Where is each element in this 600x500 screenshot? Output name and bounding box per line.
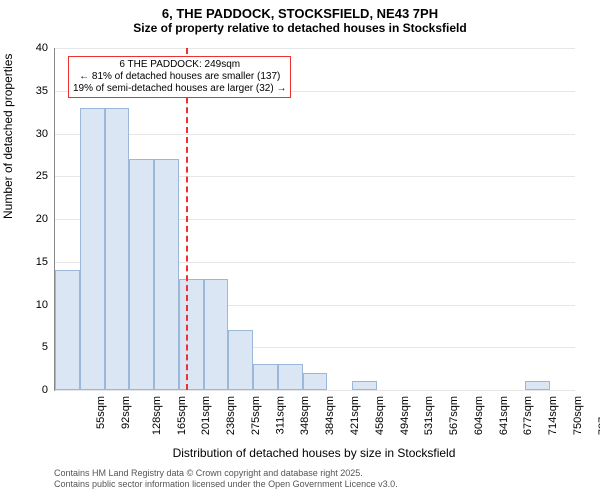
histogram-bar <box>253 364 278 390</box>
x-tick-label: 714sqm <box>547 396 559 435</box>
histogram-bar <box>55 270 80 390</box>
y-tick-label: 40 <box>0 42 48 54</box>
chart-subtitle: Size of property relative to detached ho… <box>0 21 600 35</box>
y-tick-label: 20 <box>0 213 48 225</box>
x-tick-label: 641sqm <box>498 396 510 435</box>
y-tick-label: 0 <box>0 384 48 396</box>
annotation-box: 6 THE PADDOCK: 249sqm← 81% of detached h… <box>68 56 291 98</box>
histogram-bar <box>303 373 328 390</box>
grid-line <box>55 134 575 135</box>
x-tick-label: 348sqm <box>300 396 312 435</box>
histogram-bar <box>352 381 377 390</box>
y-tick-label: 15 <box>0 256 48 268</box>
x-tick-label: 275sqm <box>250 396 262 435</box>
x-tick-label: 92sqm <box>120 396 132 429</box>
histogram-bar <box>228 330 253 390</box>
x-tick-label: 677sqm <box>522 396 534 435</box>
x-tick-label: 567sqm <box>448 396 460 435</box>
x-tick-label: 750sqm <box>572 396 584 435</box>
y-tick-label: 5 <box>0 341 48 353</box>
histogram-bar <box>179 279 204 390</box>
x-tick-label: 421sqm <box>349 396 361 435</box>
credits-line-1: Contains HM Land Registry data © Crown c… <box>54 468 398 479</box>
chart-title: 6, THE PADDOCK, STOCKSFIELD, NE43 7PH <box>0 0 600 21</box>
histogram-bar <box>105 108 130 390</box>
x-tick-label: 238sqm <box>225 396 237 435</box>
chart-container: 6, THE PADDOCK, STOCKSFIELD, NE43 7PH Si… <box>0 0 600 500</box>
x-tick-label: 128sqm <box>151 396 163 435</box>
x-tick-label: 531sqm <box>423 396 435 435</box>
x-tick-label: 165sqm <box>176 396 188 435</box>
x-tick-label: 494sqm <box>399 396 411 435</box>
annotation-line-a: ← 81% of detached houses are smaller (13… <box>73 71 286 83</box>
histogram-bar <box>129 159 154 390</box>
annotation-title: 6 THE PADDOCK: 249sqm <box>73 59 286 71</box>
y-tick-label: 25 <box>0 170 48 182</box>
histogram-bar <box>278 364 303 390</box>
credits: Contains HM Land Registry data © Crown c… <box>54 468 398 490</box>
y-tick-label: 35 <box>0 85 48 97</box>
grid-line <box>55 390 575 391</box>
histogram-bar <box>525 381 550 390</box>
annotation-line-b: 19% of semi-detached houses are larger (… <box>73 83 286 95</box>
y-tick-label: 30 <box>0 128 48 140</box>
x-tick-label: 201sqm <box>201 396 213 435</box>
x-tick-label: 311sqm <box>274 396 286 434</box>
x-tick-label: 384sqm <box>324 396 336 435</box>
histogram-bar <box>80 108 105 390</box>
grid-line <box>55 48 575 49</box>
y-tick-label: 10 <box>0 299 48 311</box>
credits-line-2: Contains public sector information licen… <box>54 479 398 490</box>
x-tick-label: 458sqm <box>374 396 386 435</box>
plot-area <box>54 48 575 391</box>
x-tick-label: 604sqm <box>473 396 485 435</box>
reference-line <box>186 48 188 390</box>
x-axis-label: Distribution of detached houses by size … <box>54 446 574 460</box>
histogram-bar <box>204 279 229 390</box>
histogram-bar <box>154 159 179 390</box>
x-tick-label: 55sqm <box>95 396 107 429</box>
